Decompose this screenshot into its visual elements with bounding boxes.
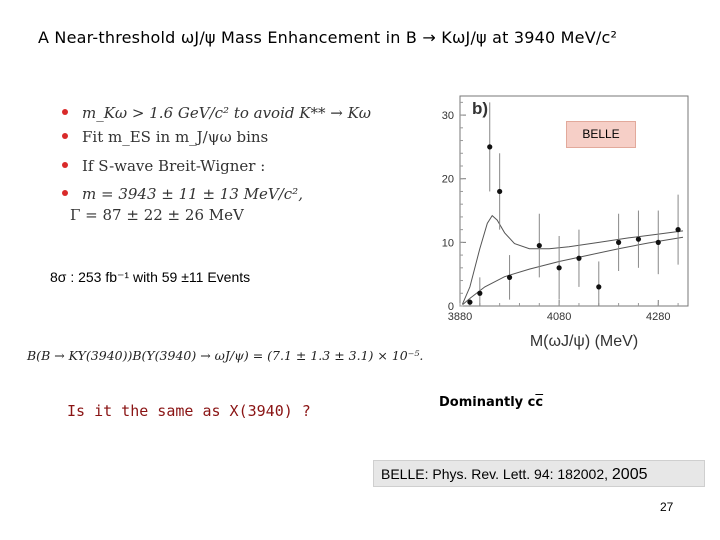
bullet-dot-icon (62, 109, 68, 115)
y-tick-label: 10 (442, 237, 454, 249)
bullet-text: If S-wave Breit-Wigner : (82, 157, 266, 175)
data-point (596, 284, 602, 290)
y-tick-label: 30 (442, 110, 454, 122)
fit-curve (462, 214, 684, 305)
x-tick-label: 3880 (448, 311, 472, 323)
bullet-dot-icon (62, 133, 68, 139)
fit-curve (462, 236, 684, 306)
data-point (497, 188, 503, 195)
data-point (635, 236, 642, 242)
panel-label: b) (472, 99, 488, 118)
data-point (536, 242, 542, 249)
branching-fraction-formula: B(B → KY(3940))B(Y(3940) → ωJ/ψ) = (7.1 … (27, 348, 424, 363)
plot-svg: 0 10 20 30 3880 4080 4280 b) M(ωJ/ψ) (MeV) (442, 95, 689, 350)
bullet-text: m = 3943 ± 11 ± 13 MeV/c², (82, 185, 303, 203)
data-point (576, 255, 582, 261)
x-axis-label: M(ωJ/ψ) (MeV) (530, 333, 638, 350)
slide-title: A Near-threshold ωJ/ψ Mass Enhancement i… (38, 28, 618, 47)
bullet-text: Fit m_ES in m_J/ψω bins (82, 128, 269, 146)
significance-text: 8σ : 253 fb⁻¹ with 59 ±11 Events (50, 269, 251, 285)
data-point (675, 227, 681, 233)
reference-year: 2005 (611, 466, 648, 483)
mass-spectrum-plot: 0 10 20 30 3880 4080 4280 b) M(ωJ/ψ) (MeV) (410, 84, 700, 384)
dominant-text: Dominantly cc (439, 395, 543, 410)
data-point (506, 274, 513, 280)
bullet-dot-icon (62, 162, 68, 168)
question-text: Is it the same as X(3940) ? (67, 402, 311, 420)
data-point (616, 239, 622, 245)
belle-label-box: BELLE (566, 121, 636, 148)
data-point (556, 265, 562, 271)
bullet-dot-icon (62, 190, 68, 196)
page-number: 27 (660, 500, 674, 514)
data-point (477, 290, 483, 296)
reference-text: BELLE: Phys. Rev. Lett. 94: 182002, (381, 466, 608, 482)
plot-frame (459, 95, 689, 307)
bullet-text: Γ = 87 ± 22 ± 26 MeV (70, 206, 244, 224)
x-tick-label: 4080 (547, 311, 571, 323)
bullet-text: m_Kω > 1.6 GeV/c² to avoid K** → Kω (82, 104, 372, 122)
anti-quark-char: c (535, 395, 544, 410)
dominant-label: Dominantly cc (439, 395, 544, 410)
data-point (487, 144, 493, 150)
data-point (655, 239, 661, 245)
reference-citation: BELLE: Phys. Rev. Lett. 94: 182002, 2005 (373, 460, 705, 487)
y-tick-label: 20 (442, 174, 454, 186)
y-tick-label: 0 (448, 301, 454, 313)
data-point (467, 299, 473, 305)
x-tick-label: 4280 (646, 311, 670, 323)
